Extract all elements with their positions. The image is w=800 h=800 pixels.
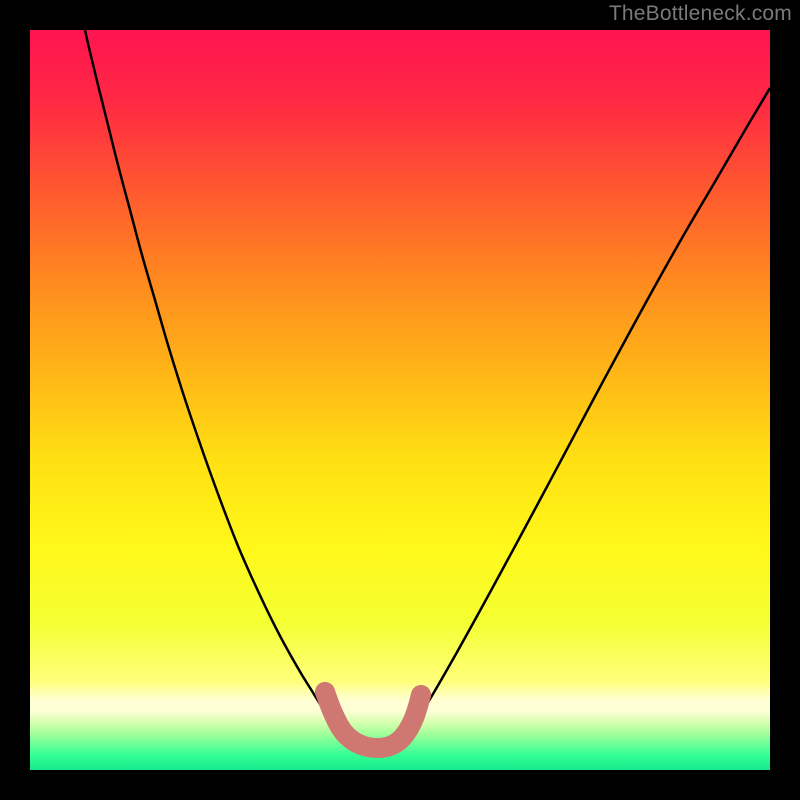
plot-area [30,30,770,770]
plot-svg [30,30,770,770]
chart-frame: TheBottleneck.com [0,0,800,800]
gradient-background [30,30,770,770]
watermark-text: TheBottleneck.com [609,2,792,26]
